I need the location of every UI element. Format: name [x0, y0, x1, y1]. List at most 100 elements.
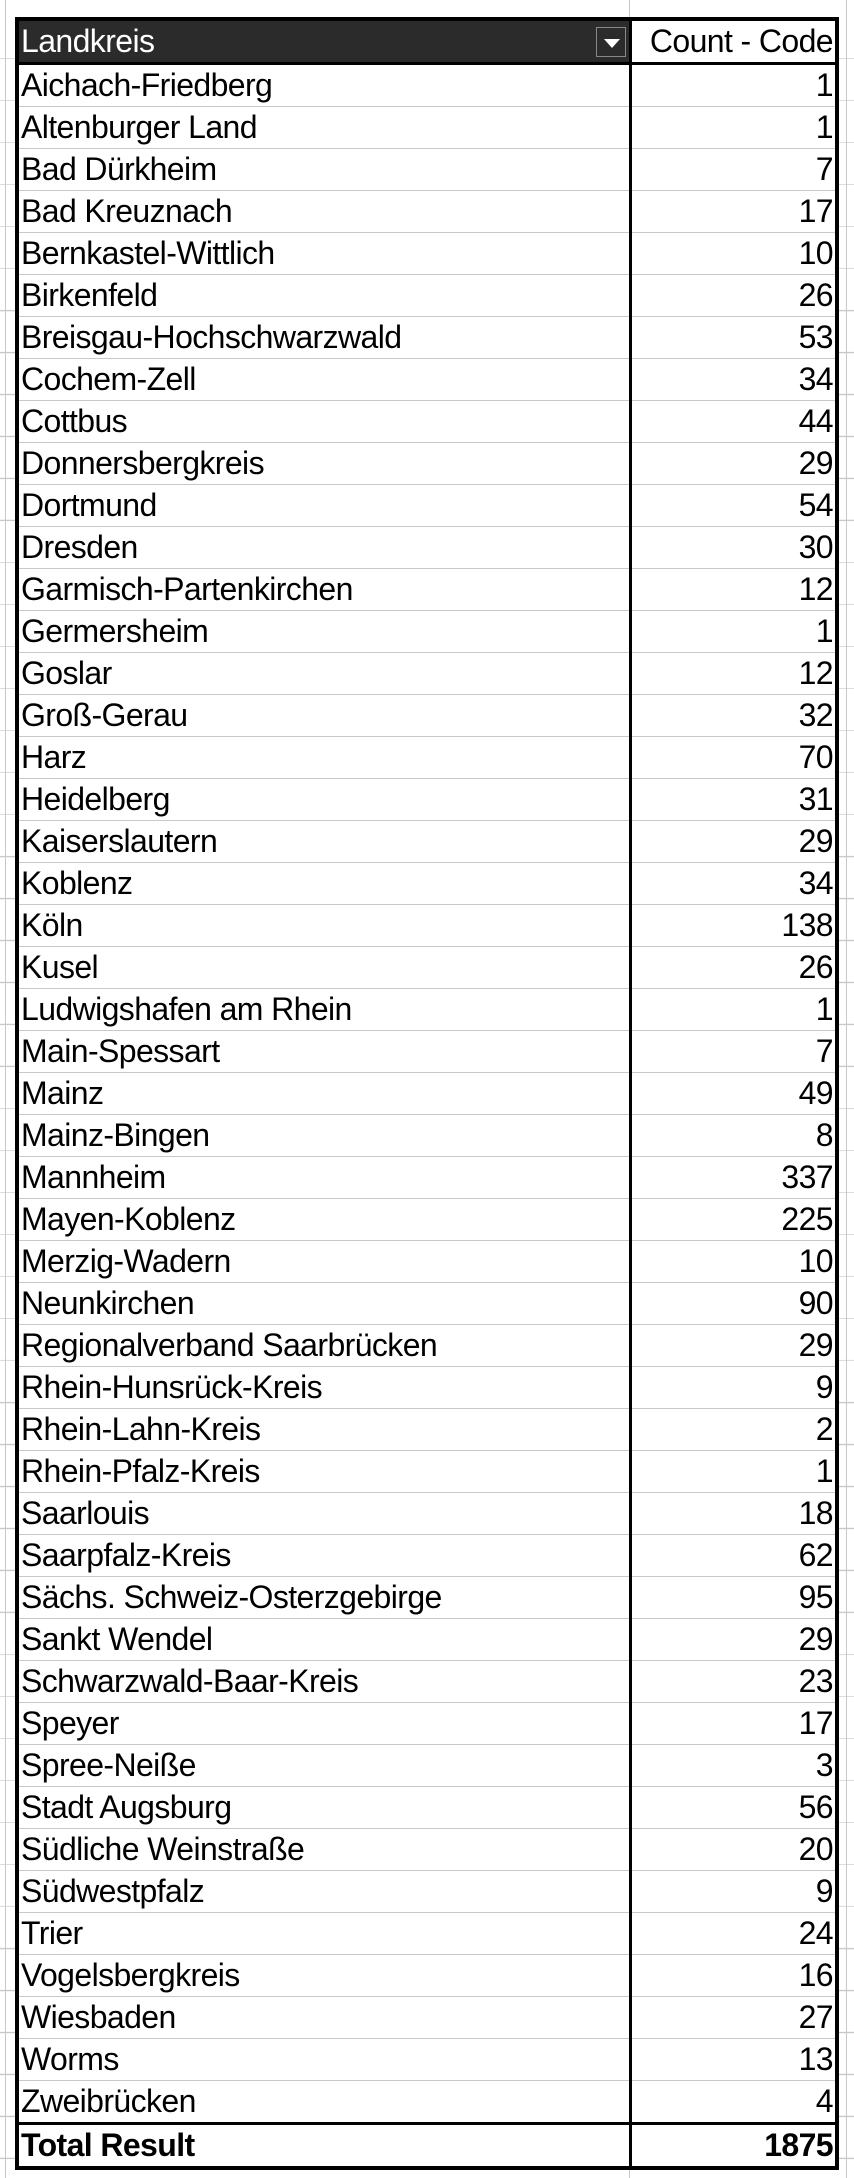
landkreis-cell[interactable]: Bad Dürkheim [17, 148, 632, 191]
count-cell[interactable]: 20 [630, 1828, 837, 1871]
landkreis-cell[interactable]: Dresden [17, 526, 632, 569]
header-count-code[interactable]: Count - Code [630, 19, 837, 65]
count-cell[interactable]: 53 [630, 316, 837, 359]
count-cell[interactable]: 34 [630, 862, 837, 905]
count-cell[interactable]: 9 [630, 1870, 837, 1913]
landkreis-cell[interactable]: Rhein-Lahn-Kreis [17, 1408, 632, 1451]
landkreis-cell[interactable]: Saarpfalz-Kreis [17, 1534, 632, 1577]
count-cell[interactable]: 1 [630, 1450, 837, 1493]
landkreis-cell[interactable]: Birkenfeld [17, 274, 632, 317]
landkreis-cell[interactable]: Speyer [17, 1702, 632, 1745]
count-cell[interactable]: 29 [630, 1324, 837, 1367]
landkreis-cell[interactable]: Ludwigshafen am Rhein [17, 988, 632, 1031]
count-cell[interactable]: 24 [630, 1912, 837, 1955]
count-cell[interactable]: 95 [630, 1576, 837, 1619]
total-label[interactable]: Total Result [17, 2122, 632, 2168]
count-cell[interactable]: 3 [630, 1744, 837, 1787]
count-cell[interactable]: 31 [630, 778, 837, 821]
count-cell[interactable]: 138 [630, 904, 837, 947]
count-cell[interactable]: 23 [630, 1660, 837, 1703]
landkreis-cell[interactable]: Merzig-Wadern [17, 1240, 632, 1283]
count-cell[interactable]: 337 [630, 1156, 837, 1199]
count-cell[interactable]: 9 [630, 1366, 837, 1409]
landkreis-cell[interactable]: Mainz-Bingen [17, 1114, 632, 1157]
count-cell[interactable]: 18 [630, 1492, 837, 1535]
landkreis-cell[interactable]: Köln [17, 904, 632, 947]
count-cell[interactable]: 1 [630, 988, 837, 1031]
count-cell[interactable]: 8 [630, 1114, 837, 1157]
landkreis-cell[interactable]: Rhein-Pfalz-Kreis [17, 1450, 632, 1493]
count-cell[interactable]: 13 [630, 2038, 837, 2081]
count-cell[interactable]: 7 [630, 1030, 837, 1073]
landkreis-cell[interactable]: Bad Kreuznach [17, 190, 632, 233]
count-cell[interactable]: 10 [630, 232, 837, 275]
count-cell[interactable]: 27 [630, 1996, 837, 2039]
landkreis-cell[interactable]: Trier [17, 1912, 632, 1955]
landkreis-cell[interactable]: Zweibrücken [17, 2080, 632, 2124]
count-cell[interactable]: 26 [630, 274, 837, 317]
landkreis-cell[interactable]: Stadt Augsburg [17, 1786, 632, 1829]
landkreis-cell[interactable]: Kusel [17, 946, 632, 989]
landkreis-cell[interactable]: Groß-Gerau [17, 694, 632, 737]
landkreis-cell[interactable]: Südwestpfalz [17, 1870, 632, 1913]
count-cell[interactable]: 1 [630, 63, 837, 107]
count-cell[interactable]: 30 [630, 526, 837, 569]
count-cell[interactable]: 29 [630, 442, 837, 485]
landkreis-cell[interactable]: Mainz [17, 1072, 632, 1115]
total-count[interactable]: 1875 [630, 2122, 837, 2168]
landkreis-cell[interactable]: Südliche Weinstraße [17, 1828, 632, 1871]
landkreis-cell[interactable]: Cottbus [17, 400, 632, 443]
count-cell[interactable]: 44 [630, 400, 837, 443]
count-cell[interactable]: 34 [630, 358, 837, 401]
count-cell[interactable]: 90 [630, 1282, 837, 1325]
count-cell[interactable]: 7 [630, 148, 837, 191]
landkreis-cell[interactable]: Breisgau-Hochschwarzwald [17, 316, 632, 359]
landkreis-cell[interactable]: Heidelberg [17, 778, 632, 821]
count-cell[interactable]: 17 [630, 1702, 837, 1745]
count-cell[interactable]: 225 [630, 1198, 837, 1241]
count-cell[interactable]: 32 [630, 694, 837, 737]
landkreis-cell[interactable]: Dortmund [17, 484, 632, 527]
dropdown-arrow-icon[interactable] [596, 27, 626, 57]
landkreis-cell[interactable]: Harz [17, 736, 632, 779]
landkreis-cell[interactable]: Goslar [17, 652, 632, 695]
landkreis-cell[interactable]: Schwarzwald-Baar-Kreis [17, 1660, 632, 1703]
landkreis-cell[interactable]: Aichach-Friedberg [17, 63, 632, 107]
landkreis-cell[interactable]: Germersheim [17, 610, 632, 653]
count-cell[interactable]: 17 [630, 190, 837, 233]
count-cell[interactable]: 4 [630, 2080, 837, 2124]
landkreis-cell[interactable]: Mayen-Koblenz [17, 1198, 632, 1241]
landkreis-cell[interactable]: Mannheim [17, 1156, 632, 1199]
landkreis-cell[interactable]: Altenburger Land [17, 106, 632, 149]
landkreis-cell[interactable]: Sankt Wendel [17, 1618, 632, 1661]
count-cell[interactable]: 10 [630, 1240, 837, 1283]
count-cell[interactable]: 12 [630, 652, 837, 695]
count-cell[interactable]: 49 [630, 1072, 837, 1115]
landkreis-cell[interactable]: Wiesbaden [17, 1996, 632, 2039]
landkreis-cell[interactable]: Spree-Neiße [17, 1744, 632, 1787]
count-cell[interactable]: 56 [630, 1786, 837, 1829]
landkreis-cell[interactable]: Saarlouis [17, 1492, 632, 1535]
landkreis-cell[interactable]: Regionalverband Saarbrücken [17, 1324, 632, 1367]
count-cell[interactable]: 1 [630, 106, 837, 149]
header-landkreis[interactable]: Landkreis [17, 19, 632, 65]
landkreis-cell[interactable]: Main-Spessart [17, 1030, 632, 1073]
landkreis-cell[interactable]: Kaiserslautern [17, 820, 632, 863]
landkreis-cell[interactable]: Sächs. Schweiz-Osterzgebirge [17, 1576, 632, 1619]
landkreis-cell[interactable]: Koblenz [17, 862, 632, 905]
landkreis-cell[interactable]: Donnersbergkreis [17, 442, 632, 485]
landkreis-cell[interactable]: Cochem-Zell [17, 358, 632, 401]
landkreis-cell[interactable]: Vogelsbergkreis [17, 1954, 632, 1997]
count-cell[interactable]: 2 [630, 1408, 837, 1451]
landkreis-cell[interactable]: Neunkirchen [17, 1282, 632, 1325]
count-cell[interactable]: 12 [630, 568, 837, 611]
count-cell[interactable]: 54 [630, 484, 837, 527]
landkreis-cell[interactable]: Worms [17, 2038, 632, 2081]
count-cell[interactable]: 29 [630, 820, 837, 863]
count-cell[interactable]: 62 [630, 1534, 837, 1577]
landkreis-cell[interactable]: Rhein-Hunsrück-Kreis [17, 1366, 632, 1409]
count-cell[interactable]: 16 [630, 1954, 837, 1997]
count-cell[interactable]: 1 [630, 610, 837, 653]
count-cell[interactable]: 29 [630, 1618, 837, 1661]
landkreis-cell[interactable]: Bernkastel-Wittlich [17, 232, 632, 275]
